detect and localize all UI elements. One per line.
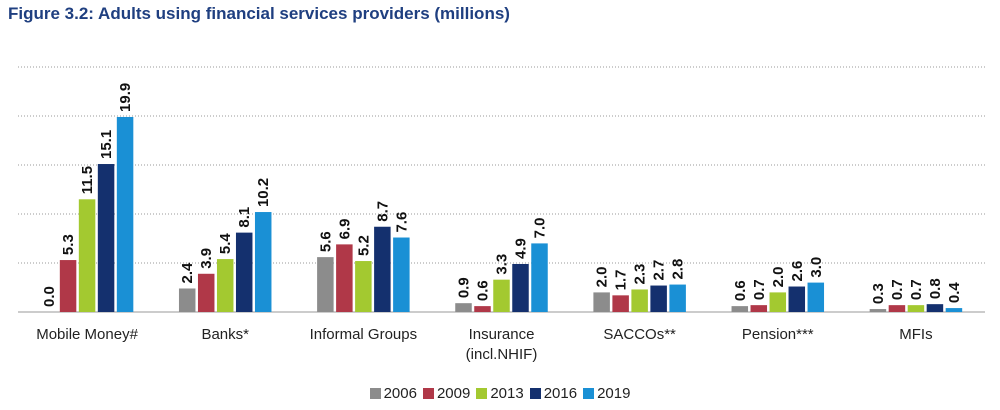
data-label: 5.2	[355, 235, 372, 256]
bar	[178, 288, 196, 312]
data-label: 5.3	[60, 234, 77, 255]
category-label: Mobile Money#	[36, 326, 138, 343]
data-label: 7.0	[532, 218, 549, 239]
data-label: 2.3	[632, 264, 649, 285]
category-label: MFIs	[899, 326, 932, 343]
legend-swatch	[476, 388, 488, 399]
legend-label: 2009	[436, 385, 471, 402]
legend-label: 2013	[490, 385, 524, 402]
data-label: 0.0	[41, 286, 58, 307]
bar	[631, 289, 648, 312]
data-label: 0.6	[475, 280, 492, 301]
chart-title: Figure 3.2: Adults using financial servi…	[8, 4, 510, 23]
bar	[669, 284, 686, 312]
bar	[97, 164, 115, 312]
data-label: 2.0	[770, 267, 787, 288]
data-label: 0.8	[927, 278, 944, 299]
data-label: 2.6	[789, 261, 806, 282]
category-label: (incl.NHIF)	[466, 346, 538, 363]
legend-label: 2016	[543, 385, 578, 402]
data-label: 15.1	[98, 130, 115, 159]
data-label: 3.3	[494, 254, 511, 275]
bar	[254, 212, 272, 312]
data-label: 10.2	[255, 178, 272, 207]
bar	[355, 261, 372, 312]
data-label: 0.7	[889, 279, 906, 300]
data-label: 11.5	[79, 166, 96, 194]
data-label: 6.9	[336, 219, 353, 240]
bar	[945, 308, 963, 312]
data-label: 2.7	[651, 260, 668, 281]
bar	[59, 260, 77, 312]
bar	[512, 263, 529, 312]
data-label: 0.3	[870, 283, 887, 304]
legend-label: 2006	[383, 385, 417, 402]
data-label: 0.4	[946, 282, 963, 304]
bar	[769, 292, 787, 312]
bar	[474, 306, 491, 312]
data-label: 0.7	[751, 279, 768, 300]
legend-item: 2006	[369, 385, 417, 402]
legend-item: 2009	[422, 385, 471, 402]
bar	[393, 237, 410, 312]
data-label: 0.6	[732, 280, 749, 301]
legend-swatch	[369, 388, 381, 399]
data-label: 19.9	[117, 83, 134, 112]
data-label: 3.0	[808, 257, 825, 278]
data-label: 5.4	[217, 233, 234, 255]
bar	[731, 306, 749, 312]
data-label: 0.7	[908, 279, 925, 300]
data-label: 2.0	[594, 267, 611, 288]
bar	[907, 305, 925, 312]
data-label: 5.6	[317, 231, 334, 252]
bar	[317, 257, 334, 312]
category-label: Informal Groups	[310, 326, 418, 343]
bar	[235, 232, 253, 312]
bar	[593, 292, 610, 312]
bar	[650, 285, 667, 312]
bar	[78, 199, 96, 312]
legend-swatch	[529, 388, 541, 399]
data-label: 8.1	[236, 207, 253, 228]
bar	[531, 243, 548, 312]
category-label: Banks*	[201, 326, 249, 343]
data-label: 7.6	[393, 212, 410, 233]
legend-swatch	[583, 388, 595, 399]
data-label: 2.4	[179, 262, 196, 284]
bar	[888, 305, 906, 312]
chart-legend: 2006 2009 2013 2016 2019	[0, 385, 1000, 402]
category-label: Insurance	[469, 326, 535, 343]
data-label: 1.7	[613, 269, 630, 290]
legend-swatch	[422, 388, 434, 399]
legend-item: 2016	[529, 385, 578, 402]
bar	[612, 295, 629, 312]
legend-item: 2019	[583, 385, 630, 402]
data-label: 2.8	[670, 259, 687, 280]
data-label: 0.9	[456, 277, 473, 298]
bar	[807, 282, 825, 312]
bar	[788, 286, 806, 312]
bar	[336, 244, 353, 312]
bar	[374, 226, 391, 312]
legend-label: 2019	[597, 385, 631, 402]
bar	[926, 304, 944, 312]
bar	[455, 303, 472, 312]
data-label: 3.9	[198, 248, 215, 269]
bar	[869, 309, 887, 312]
bar	[116, 116, 134, 312]
category-label: SACCOs**	[603, 326, 676, 343]
category-label: Pension***	[742, 326, 814, 343]
data-label: 4.9	[513, 238, 530, 259]
bar	[216, 259, 234, 312]
legend-item: 2013	[476, 385, 524, 402]
bar-chart: 0.0 5.3 11.515.1 19.9 Mobile Money# 2.43.95.4…	[18, 66, 985, 363]
bar	[197, 273, 215, 312]
bar	[493, 279, 510, 312]
data-label: 8.7	[374, 201, 391, 222]
bar	[750, 305, 768, 312]
